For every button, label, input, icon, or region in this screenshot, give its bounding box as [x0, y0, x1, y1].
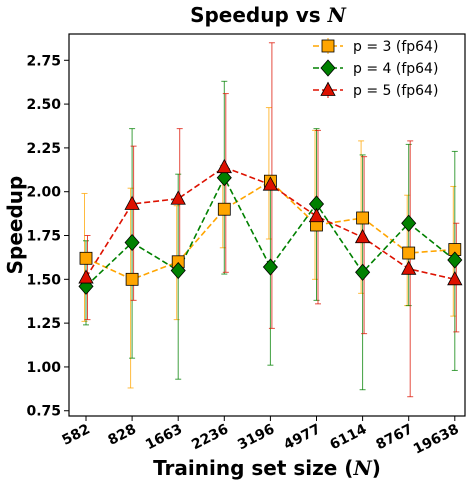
legend-label: p = 3 (fp64)	[353, 39, 438, 55]
y-tick-label: 1.00	[26, 360, 61, 376]
x-tick-label: 3196	[235, 421, 277, 453]
y-tick-label: 2.75	[26, 53, 61, 69]
y-tick-label: 2.50	[26, 97, 61, 113]
chart-title-variable: N	[327, 3, 347, 27]
x-axis-label-prefix: Training set size (	[153, 456, 353, 480]
y-axis-label: Speedup	[3, 176, 27, 275]
data-point	[354, 228, 371, 244]
x-tick-label: 4977	[281, 421, 323, 453]
data-markers	[78, 158, 463, 295]
data-point	[217, 202, 231, 216]
data-point	[216, 158, 232, 174]
x-tick-label: 19638	[411, 421, 462, 457]
x-tick-label: 2236	[189, 421, 231, 453]
legend-swatch-marker	[320, 81, 336, 96]
data-point	[401, 214, 417, 232]
x-tick-label: 8767	[374, 421, 416, 453]
data-point	[447, 251, 463, 269]
legend-label: p = 4 (fp64)	[353, 61, 438, 77]
legend-swatch-marker	[320, 59, 336, 77]
y-tick-label: 1.25	[26, 316, 61, 332]
legend-label: p = 5 (fp64)	[353, 83, 438, 99]
data-point	[308, 207, 325, 223]
x-axis-label: Training set size (N)	[153, 456, 381, 480]
y-axis: 0.75 1.00 1.25 1.50 1.75 2.00 2.25 2.50 2.75	[26, 53, 69, 420]
data-point	[124, 195, 140, 210]
chart-title: Speedup vs N	[190, 3, 347, 27]
y-tick-label: 0.75	[26, 404, 61, 420]
y-tick-label: 1.75	[26, 229, 61, 245]
x-axis-label-variable: N	[352, 456, 372, 480]
data-point	[401, 260, 417, 275]
x-axis-label-suffix: )	[372, 456, 381, 480]
data-point	[170, 190, 186, 205]
x-tick-label: 582	[60, 421, 93, 449]
legend-swatch-marker	[321, 39, 335, 53]
plot-frame	[68, 33, 466, 417]
chart-title-text: Speedup vs	[190, 3, 328, 27]
data-point	[78, 269, 94, 284]
y-tick-label: 2.25	[26, 141, 61, 157]
legend: p = 3 (fp64) p = 4 (fp64) p = 5 (fp64)	[313, 38, 438, 99]
data-point	[262, 176, 279, 191]
data-point	[262, 258, 278, 276]
data-point	[447, 270, 463, 286]
data-point	[355, 263, 371, 281]
data-point	[356, 211, 370, 225]
y-tick-label: 2.00	[26, 185, 61, 201]
y-tick-label: 1.50	[26, 272, 61, 288]
data-point	[170, 261, 186, 280]
data-point	[79, 251, 93, 265]
data-point	[124, 233, 140, 252]
data-point	[125, 272, 139, 286]
data-point	[402, 246, 416, 260]
data-point	[216, 169, 232, 187]
series-line	[85, 175, 456, 287]
x-tick-label: 828	[106, 421, 139, 449]
series-line	[85, 180, 455, 281]
x-tick-label: 1663	[143, 421, 185, 453]
x-tick-label: 6114	[327, 421, 369, 453]
